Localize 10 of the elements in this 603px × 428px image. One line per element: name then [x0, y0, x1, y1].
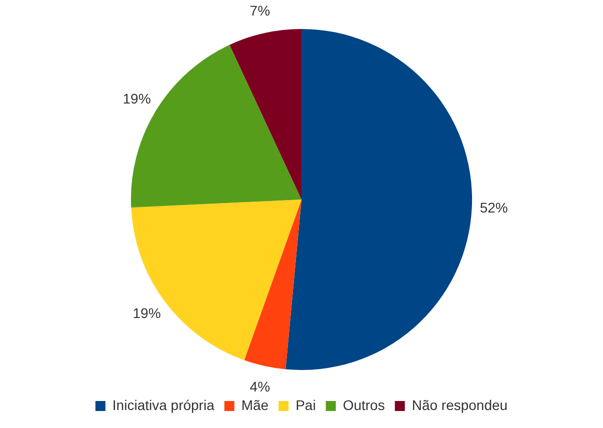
data-label: 7%	[250, 2, 270, 18]
data-label: 4%	[250, 378, 270, 394]
data-label: 19%	[132, 304, 161, 321]
legend-label: Pai	[296, 396, 316, 413]
legend-label: Iniciativa própria	[112, 396, 215, 413]
legend-label: Outros	[342, 396, 385, 413]
legend-label: Mãe	[241, 396, 269, 413]
legend-label: Não respondeu	[412, 396, 508, 413]
data-label: 19%	[122, 90, 151, 107]
data-label: 52%	[480, 199, 508, 216]
